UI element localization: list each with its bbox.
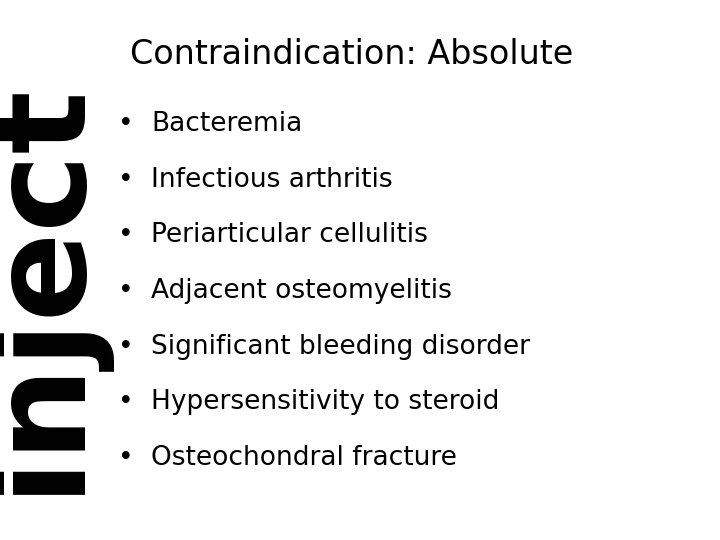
Text: inject: inject xyxy=(0,78,104,494)
Text: Hypersensitivity to steroid: Hypersensitivity to steroid xyxy=(151,389,500,415)
Text: •: • xyxy=(118,445,134,471)
Text: Infectious arthritis: Infectious arthritis xyxy=(151,167,393,193)
Text: Bacteremia: Bacteremia xyxy=(151,111,302,137)
Text: Periarticular cellulitis: Periarticular cellulitis xyxy=(151,222,428,248)
Text: Contraindication: Absolute: Contraindication: Absolute xyxy=(130,38,573,71)
Text: •: • xyxy=(118,278,134,304)
Text: •: • xyxy=(118,389,134,415)
Text: •: • xyxy=(118,334,134,360)
Text: •: • xyxy=(118,222,134,248)
Text: Significant bleeding disorder: Significant bleeding disorder xyxy=(151,334,530,360)
Text: Adjacent osteomyelitis: Adjacent osteomyelitis xyxy=(151,278,452,304)
Text: •: • xyxy=(118,111,134,137)
Text: •: • xyxy=(118,167,134,193)
Text: Osteochondral fracture: Osteochondral fracture xyxy=(151,445,457,471)
